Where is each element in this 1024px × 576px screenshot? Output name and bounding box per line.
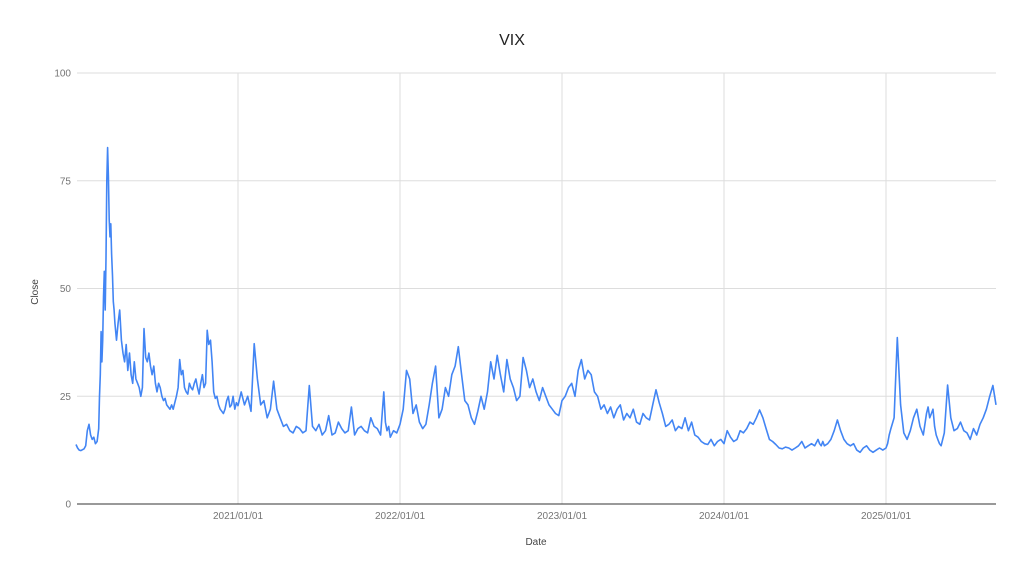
y-tick-label: 0 bbox=[65, 500, 71, 511]
x-tick-label: 2022/01/01 bbox=[375, 511, 425, 522]
gridlines bbox=[77, 72, 996, 504]
chart-title: VIX bbox=[499, 32, 525, 49]
x-tick-label: 2021/01/01 bbox=[213, 511, 263, 522]
y-axis-ticks: 0 25 50 75 100 bbox=[54, 69, 71, 511]
x-tick-label: 2024/01/01 bbox=[699, 511, 749, 522]
x-axis-ticks: 2021/01/01 2022/01/01 2023/01/01 2024/01/01… bbox=[213, 511, 911, 522]
x-tick-label: 2025/01/01 bbox=[861, 511, 911, 522]
y-axis-title: Close bbox=[30, 279, 41, 305]
y-tick-label: 50 bbox=[60, 284, 72, 295]
x-tick-label: 2023/01/01 bbox=[537, 511, 587, 522]
y-tick-label: 75 bbox=[60, 176, 72, 187]
y-tick-label: 25 bbox=[60, 392, 72, 403]
series-close-line bbox=[75, 146, 997, 454]
x-axis-title: Date bbox=[525, 537, 547, 548]
y-tick-label: 100 bbox=[54, 69, 71, 80]
